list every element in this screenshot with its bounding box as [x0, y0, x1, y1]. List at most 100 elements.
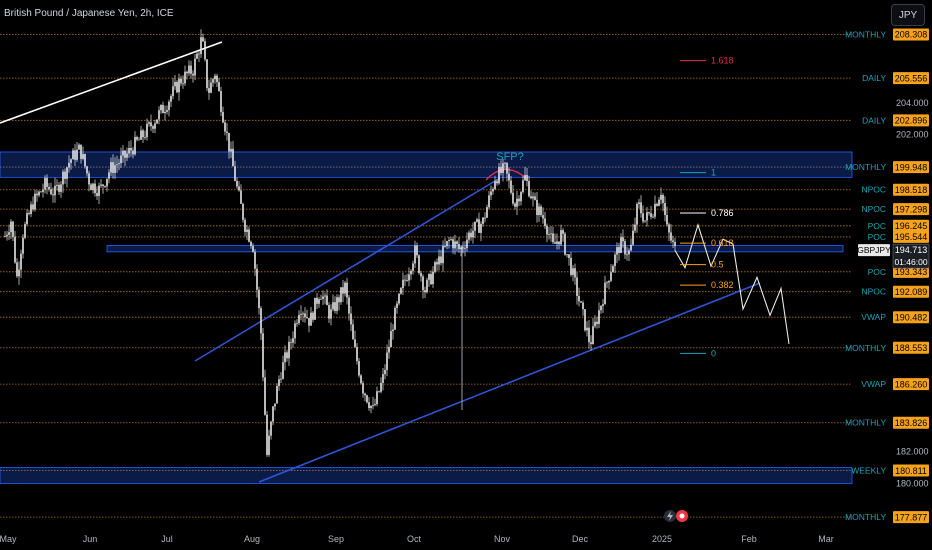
candle-body: [382, 374, 384, 383]
level-tag-bg-10: [893, 311, 929, 324]
candle-body: [492, 188, 494, 192]
candle-body: [672, 240, 674, 242]
candle-body: [652, 216, 654, 218]
candle-body: [368, 402, 370, 409]
level-value-3: 199.948: [895, 162, 928, 172]
fib-levels: 1.618 1 0.786 0.618 0.5 0.382 0: [680, 56, 734, 358]
candle-body: [314, 297, 316, 320]
candle-body: [548, 233, 550, 235]
candle-body: [290, 341, 292, 343]
candle-body: [238, 186, 240, 191]
candle-body: [600, 305, 602, 311]
candle-body: [528, 181, 530, 197]
candle-body: [302, 313, 304, 315]
candle-body: [534, 196, 536, 200]
candle-body: [312, 312, 314, 320]
candle-body: [490, 191, 492, 196]
candle-body: [560, 230, 562, 245]
candle-body: [138, 139, 140, 141]
candle-body: [456, 241, 458, 244]
current-price-value: 194.713: [895, 245, 928, 255]
candle-body: [504, 162, 506, 164]
candle-body: [48, 186, 50, 190]
candle-body: [466, 239, 468, 248]
level-label-12: VWAP: [861, 379, 886, 389]
candle-body: [598, 310, 600, 324]
candle-body: [536, 199, 538, 216]
candle-body: [196, 53, 198, 59]
candle-body: [38, 191, 40, 196]
candle-body: [160, 105, 162, 111]
candle-body: [224, 122, 226, 132]
level-label-0: MONTHLY: [845, 29, 886, 39]
candle-body: [112, 162, 114, 173]
candle-body: [116, 164, 118, 166]
candle-body: [202, 37, 204, 42]
time-axis: May Jun Jul Aug Sep Oct Nov Dec 2025 Feb Mar: [0, 534, 834, 544]
candle-body: [370, 405, 372, 409]
candle-body: [418, 255, 420, 274]
candle-body: [208, 88, 210, 93]
lower-trendline: [258, 282, 761, 483]
fib-label-1: 1: [711, 168, 716, 178]
candle-body: [194, 58, 196, 76]
level-label-5: NPOC: [861, 204, 886, 214]
level-label-7: POC: [868, 232, 886, 242]
candle-body: [624, 241, 626, 255]
candle-body: [80, 144, 82, 159]
candle-body: [468, 232, 470, 240]
candle-body: [590, 342, 592, 345]
candle-body: [496, 181, 498, 184]
price-axis: 204.000 202.000 182.000 180.000: [896, 98, 929, 489]
candle-body: [428, 273, 430, 280]
level-value-9: 192.089: [895, 287, 928, 297]
candle-body: [26, 213, 28, 225]
candle-body: [70, 159, 72, 163]
chart-title: British Pound / Japanese Yen, 2h, ICE: [4, 8, 174, 19]
candle-body: [654, 203, 656, 217]
candle-body: [236, 180, 238, 187]
x-tick-Aug: Aug: [244, 534, 260, 544]
candle-body: [136, 137, 138, 140]
candle-body: [512, 192, 514, 204]
sfp-annotation: SFP?: [496, 151, 524, 163]
current-price-bg: [892, 243, 930, 269]
candle-body: [532, 196, 534, 199]
candle-body: [564, 233, 566, 255]
level-label-8: POC: [868, 267, 886, 277]
candle-body: [12, 221, 14, 237]
candle-body: [660, 195, 662, 200]
candle-body: [82, 154, 84, 159]
candle-body: [636, 203, 638, 225]
candle-body: [234, 166, 236, 181]
level-value-14: 180.811: [895, 466, 927, 476]
candle-body: [588, 327, 590, 343]
candle-body: [60, 184, 62, 192]
candle-body: [586, 327, 588, 331]
candle-body: [416, 245, 418, 256]
level-label-9: NPOC: [861, 287, 886, 297]
upper-trendline: [194, 177, 501, 362]
level-value-4: 198.518: [895, 185, 928, 195]
candle-body: [100, 184, 102, 186]
level-label-4: NPOC: [861, 185, 886, 195]
candle-body: [242, 203, 244, 220]
candle-body: [16, 262, 18, 277]
x-tick-Dec: Dec: [572, 534, 589, 544]
candle-body: [556, 241, 558, 244]
candle-body: [204, 41, 206, 60]
candle-body: [254, 251, 256, 269]
candle-body: [178, 78, 180, 93]
candle-body: [544, 218, 546, 226]
candle-body: [212, 79, 214, 83]
level-tag-bg-11: [893, 341, 929, 354]
candle-body: [296, 323, 298, 324]
candle-body: [216, 75, 218, 83]
misc-icons: [664, 510, 688, 522]
candle-body: [592, 326, 594, 345]
candle-body: [518, 198, 520, 202]
candle-body: [206, 59, 208, 89]
currency-button[interactable]: JPY: [891, 4, 925, 26]
candle-body: [316, 297, 318, 304]
